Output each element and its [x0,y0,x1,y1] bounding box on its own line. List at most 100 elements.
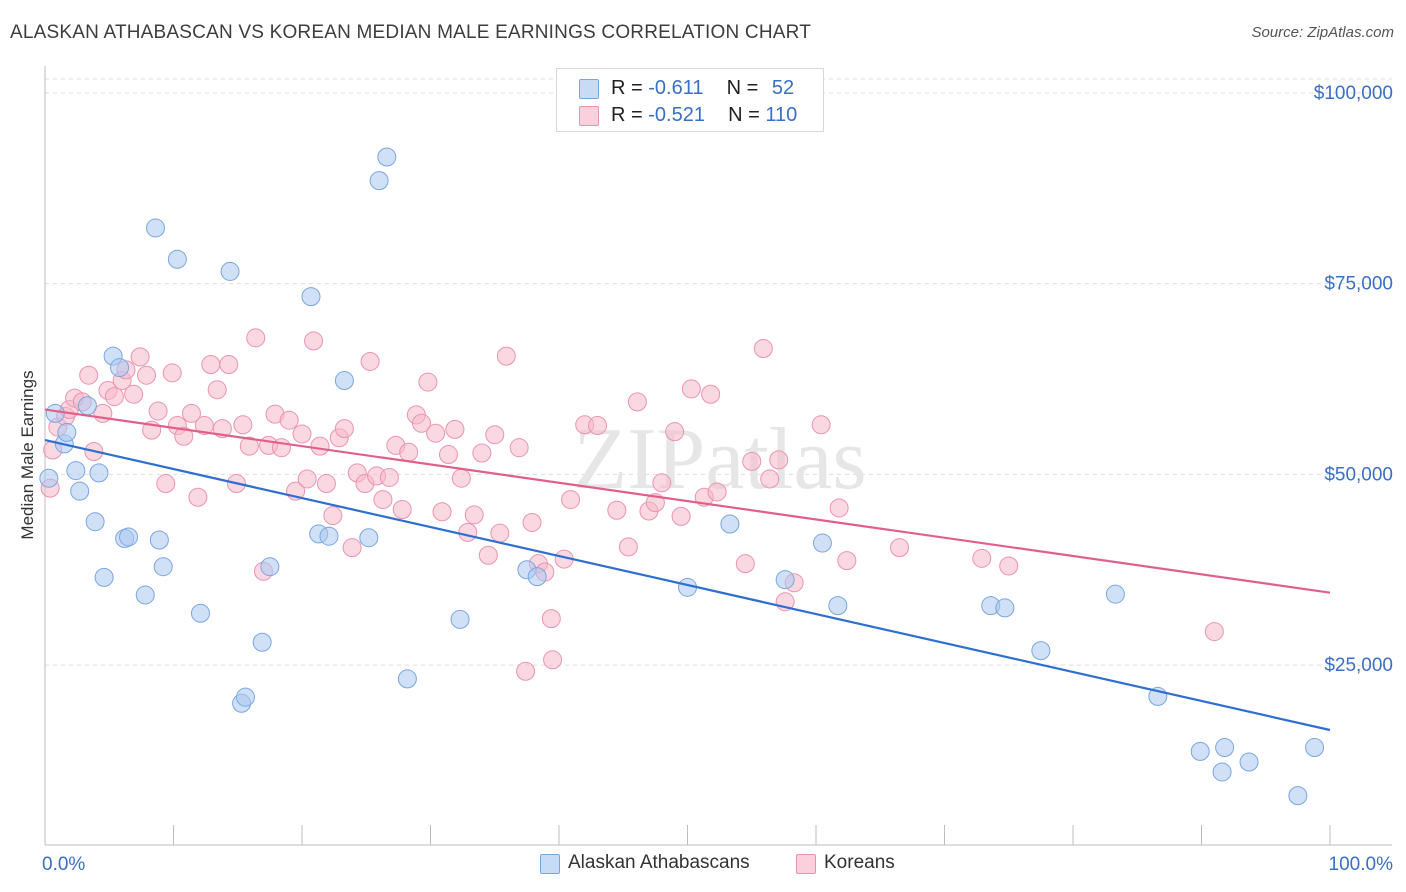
legend-label: Koreans [824,852,895,873]
alaskan-athabascan-point [235,687,255,707]
alaskan-athabascan-point [119,527,139,547]
alaskan-athabascan-point [1105,584,1125,604]
korean-point [174,426,194,446]
alaskan-athabascan-point [828,596,848,616]
y-tick-label: $100,000 [1314,83,1393,104]
korean-point [811,415,831,435]
alaskan-athabascan-point [146,218,166,238]
korean-point [671,506,691,526]
legend-label: Alaskan Athabascans [568,852,750,873]
korean-point [426,423,446,443]
korean-point [707,482,727,502]
alaskan-athabascan-point [252,632,272,652]
korean-point [522,512,542,532]
korean-point [162,363,182,383]
alaskan-athabascan-point [377,147,397,167]
alaskan-athabascan-point [1239,752,1259,772]
korean-point [516,661,536,681]
alaskan-athabascan-point [220,261,240,281]
korean-point [543,650,563,670]
alaskan-athabascan-point [39,468,59,488]
legend-swatch-blue [579,79,599,99]
korean-point [509,438,529,458]
korean-point [334,419,354,439]
korean-point [310,436,330,456]
x-tick-labels: 0.0% 100.0% [42,854,1393,875]
korean-point [472,443,492,463]
alaskan-athabascan-point [450,609,470,629]
x-tick-label: 100.0% [1329,854,1394,875]
korean-point [201,355,221,375]
korean-point [373,490,393,510]
legend-n-label: N = [726,77,759,99]
korean-point [181,403,201,423]
koreans-trend-line [44,408,1331,594]
korean-point [490,523,510,543]
korean-point [438,445,458,465]
korean-point [618,537,638,557]
legend-n-label: N = [728,104,760,126]
source-label: Source: ZipAtlas.com [1251,24,1394,41]
alaskan-athabascan-point [1190,741,1210,761]
korean-point [104,387,124,407]
korean-point [627,392,647,412]
korean-point [890,538,910,558]
korean-point [445,419,465,439]
legend-r-label: R = [611,77,643,99]
korean-point [458,522,478,542]
legend-r-label: R = [611,104,643,126]
korean-point [124,384,144,404]
korean-point [681,379,701,399]
alaskan-athabascan-point [1288,786,1308,806]
alaskan-athabascan-point [135,585,155,605]
korean-point [451,468,471,488]
alaskan-athabascan-point [301,287,321,307]
alaskan-athabascan-point [70,481,90,501]
alaskan-athabascan-point [45,403,65,423]
korean-point [342,538,362,558]
korean-point [541,609,561,629]
alaskan-athabascan-point [89,463,109,483]
korean-point [323,506,343,526]
legend-n-value: 110 [765,104,798,126]
legend-r-value: -0.611 [648,77,704,99]
alaskan-athabascan-point [1305,738,1325,758]
korean-point [837,551,857,571]
alaskan-athabascan-point [57,422,77,442]
alaskan-athabascan-point [190,603,210,623]
korean-point [999,556,1019,576]
y-tick-label: $50,000 [1324,464,1393,485]
korean-point [219,355,239,375]
alaskan-athabascan-point [397,669,417,689]
korean-point [130,347,150,367]
alaskan-athabascan-point [1212,762,1232,782]
korean-point [607,500,627,520]
korean-point [769,450,789,470]
alaskan-athabascan-point [1215,738,1235,758]
legend-swatch-blue [540,854,560,874]
alaskan-athabascans-points [39,147,1325,806]
alaskan-athabascan-point [1031,641,1051,661]
alaskan-athabascan-point [260,557,280,577]
korean-point [742,451,762,471]
y-tick-label: $25,000 [1324,655,1393,676]
korean-point [379,467,399,487]
korean-point [304,331,324,351]
korean-point [148,401,168,421]
korean-point [665,422,685,442]
korean-point [432,502,452,522]
y-tick-label: $75,000 [1324,274,1393,295]
korean-point [392,499,412,519]
alaskan-athabascan-point [149,530,169,550]
korean-point [233,415,253,435]
legend-r-value: -0.521 [648,104,705,126]
korean-point [829,498,849,518]
alaskan-athabascan-point [527,567,547,587]
korean-point [561,490,581,510]
korean-point [399,442,419,462]
korean-point [652,473,672,493]
alaskan-athabascan-point [369,171,389,191]
y-tick-labels: $25,000 $50,000 $75,000 $100,000 [1314,83,1393,676]
alaskan-athabascan-point [110,358,130,378]
